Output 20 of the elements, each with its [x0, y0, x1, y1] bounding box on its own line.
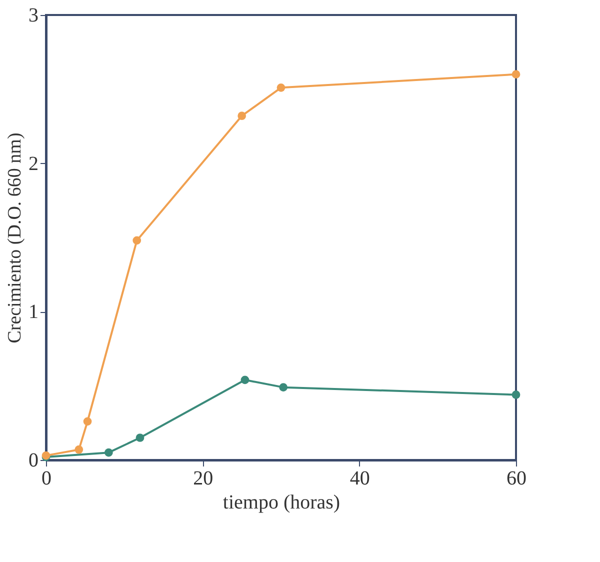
y-tick-label: 2	[28, 152, 38, 175]
point	[136, 434, 144, 442]
point	[74, 445, 84, 454]
point	[279, 383, 288, 392]
point	[238, 112, 246, 120]
y-tick-label: 1	[28, 301, 38, 324]
y-tick-label: 0	[28, 450, 38, 472]
y-tick-label: 3	[28, 4, 38, 26]
x-tick-label: 60	[506, 468, 526, 490]
x-tick-label: 40	[350, 468, 370, 490]
point	[512, 390, 520, 399]
point	[83, 417, 92, 426]
point	[104, 448, 113, 457]
point	[240, 376, 250, 384]
point	[512, 70, 520, 79]
y-axis-title: Crecimiento (D.O. 660 nm)	[4, 132, 26, 344]
point	[132, 236, 142, 245]
x-axis-title: tiempo (horas)	[222, 492, 340, 514]
point	[276, 84, 286, 92]
x-tick-label: 20	[193, 468, 214, 490]
